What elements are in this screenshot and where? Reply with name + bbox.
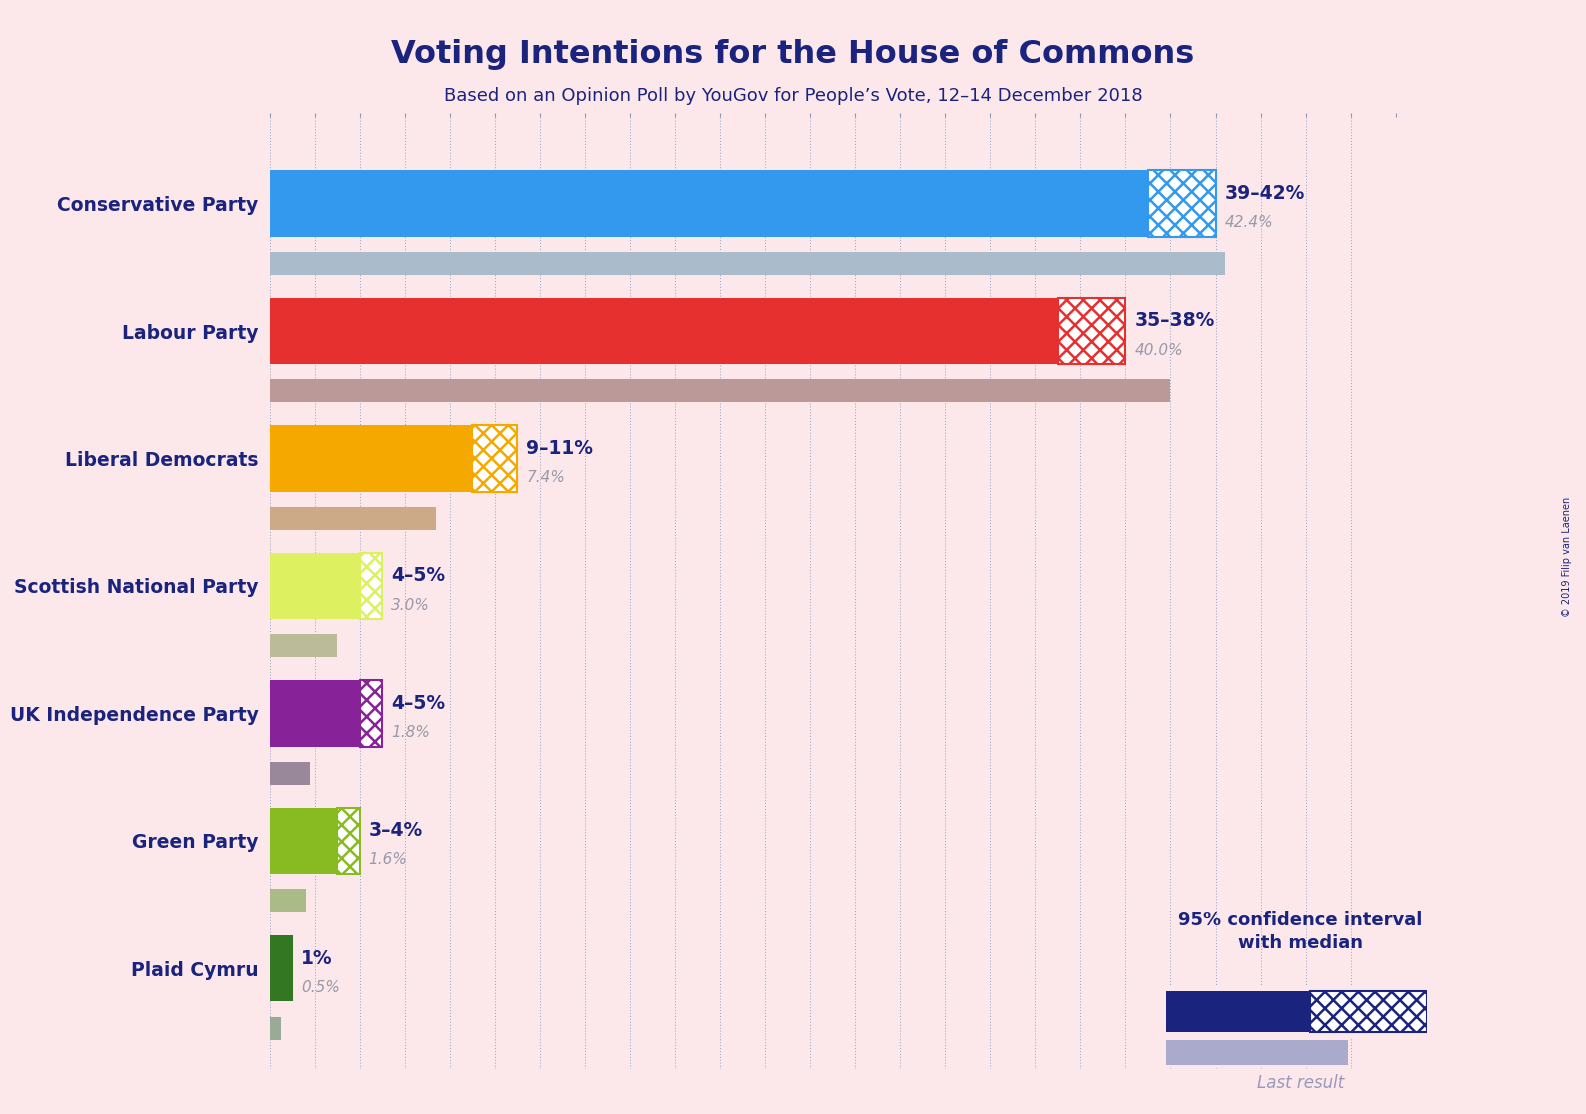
Text: 1.6%: 1.6% xyxy=(368,852,408,868)
Text: Last result: Last result xyxy=(1256,1074,1345,1092)
Bar xyxy=(1310,991,1427,1032)
Text: 1%: 1% xyxy=(301,948,333,968)
Bar xyxy=(270,808,338,874)
Text: 3–4%: 3–4% xyxy=(368,821,423,840)
Bar xyxy=(270,507,436,530)
Text: 95% confidence interval
with median: 95% confidence interval with median xyxy=(1178,911,1423,952)
Bar xyxy=(270,380,1170,402)
Text: Based on an Opinion Poll by YouGov for People’s Vote, 12–14 December 2018: Based on an Opinion Poll by YouGov for P… xyxy=(444,87,1142,105)
Bar xyxy=(1058,297,1126,364)
Text: 3.0%: 3.0% xyxy=(392,597,430,613)
Bar xyxy=(270,553,360,619)
Bar xyxy=(1148,170,1215,237)
Bar xyxy=(360,681,382,746)
Text: 9–11%: 9–11% xyxy=(527,439,593,458)
Bar xyxy=(473,426,517,491)
Text: 35–38%: 35–38% xyxy=(1134,312,1215,331)
Bar xyxy=(270,1017,281,1039)
Bar xyxy=(270,252,1224,275)
Text: 1.8%: 1.8% xyxy=(392,725,430,740)
Text: 0.5%: 0.5% xyxy=(301,980,339,995)
Bar xyxy=(270,889,306,912)
Text: © 2019 Filip van Laenen: © 2019 Filip van Laenen xyxy=(1562,497,1572,617)
Bar xyxy=(270,762,311,784)
Bar xyxy=(270,634,338,657)
Bar xyxy=(1166,1040,1348,1065)
Bar xyxy=(1166,991,1310,1032)
Text: Voting Intentions for the House of Commons: Voting Intentions for the House of Commo… xyxy=(392,39,1194,70)
Bar xyxy=(270,935,292,1001)
Text: 4–5%: 4–5% xyxy=(392,566,446,585)
Bar xyxy=(270,681,360,746)
Bar xyxy=(360,553,382,619)
Bar xyxy=(270,170,1148,237)
Text: 4–5%: 4–5% xyxy=(392,694,446,713)
Text: 42.4%: 42.4% xyxy=(1224,215,1274,231)
Text: 39–42%: 39–42% xyxy=(1224,184,1305,203)
Bar xyxy=(338,808,360,874)
Bar xyxy=(270,297,1058,364)
Text: 40.0%: 40.0% xyxy=(1134,343,1183,358)
Text: 7.4%: 7.4% xyxy=(527,470,565,485)
Bar xyxy=(270,426,473,491)
